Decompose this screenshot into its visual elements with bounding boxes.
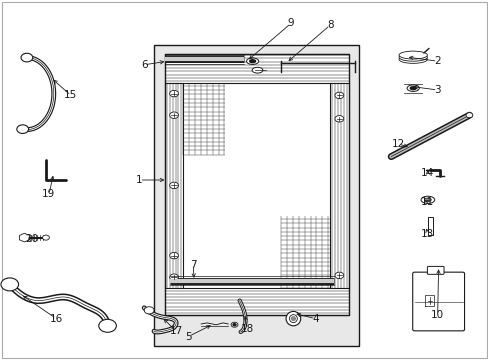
Ellipse shape: [246, 58, 258, 64]
Circle shape: [99, 319, 116, 332]
Ellipse shape: [409, 87, 415, 90]
Text: 18: 18: [240, 324, 253, 334]
Text: 14: 14: [420, 168, 434, 178]
Circle shape: [233, 324, 236, 326]
Text: 6: 6: [141, 60, 147, 70]
Ellipse shape: [291, 317, 295, 320]
Ellipse shape: [285, 311, 300, 326]
Circle shape: [334, 92, 343, 99]
Ellipse shape: [424, 198, 430, 202]
Text: 4: 4: [311, 314, 318, 324]
Polygon shape: [201, 323, 228, 325]
Circle shape: [334, 116, 343, 122]
Ellipse shape: [398, 55, 427, 63]
Text: 11: 11: [420, 197, 434, 207]
Circle shape: [231, 322, 238, 327]
Text: 7: 7: [189, 260, 196, 270]
Text: 13: 13: [420, 229, 434, 239]
Ellipse shape: [289, 315, 297, 323]
Text: 19: 19: [42, 189, 56, 199]
Ellipse shape: [398, 53, 427, 61]
Circle shape: [465, 113, 472, 118]
Circle shape: [21, 53, 33, 62]
Text: 16: 16: [49, 314, 63, 324]
Text: 3: 3: [433, 85, 440, 95]
Ellipse shape: [420, 196, 434, 203]
Text: 12: 12: [391, 139, 405, 149]
Bar: [154, 45, 359, 346]
Text: 9: 9: [287, 18, 294, 28]
Circle shape: [144, 307, 154, 314]
Text: 5: 5: [184, 332, 191, 342]
Circle shape: [169, 112, 178, 118]
Ellipse shape: [252, 67, 263, 73]
Circle shape: [169, 274, 178, 280]
Text: 17: 17: [169, 326, 183, 336]
Circle shape: [169, 252, 178, 259]
Text: 2: 2: [433, 56, 440, 66]
Circle shape: [42, 235, 49, 240]
Circle shape: [17, 125, 28, 134]
Text: 20: 20: [25, 234, 38, 244]
Text: 15: 15: [64, 90, 78, 100]
Circle shape: [1, 278, 19, 291]
Circle shape: [334, 272, 343, 279]
Bar: [164, 54, 348, 315]
Ellipse shape: [406, 85, 418, 91]
Text: 10: 10: [430, 310, 443, 320]
FancyBboxPatch shape: [427, 266, 443, 274]
Circle shape: [169, 182, 178, 189]
FancyBboxPatch shape: [412, 272, 464, 331]
Text: 8: 8: [326, 20, 333, 30]
Bar: [427, 217, 432, 235]
Ellipse shape: [398, 51, 427, 59]
Text: 1: 1: [136, 175, 142, 185]
Ellipse shape: [249, 60, 255, 63]
Circle shape: [169, 90, 178, 97]
